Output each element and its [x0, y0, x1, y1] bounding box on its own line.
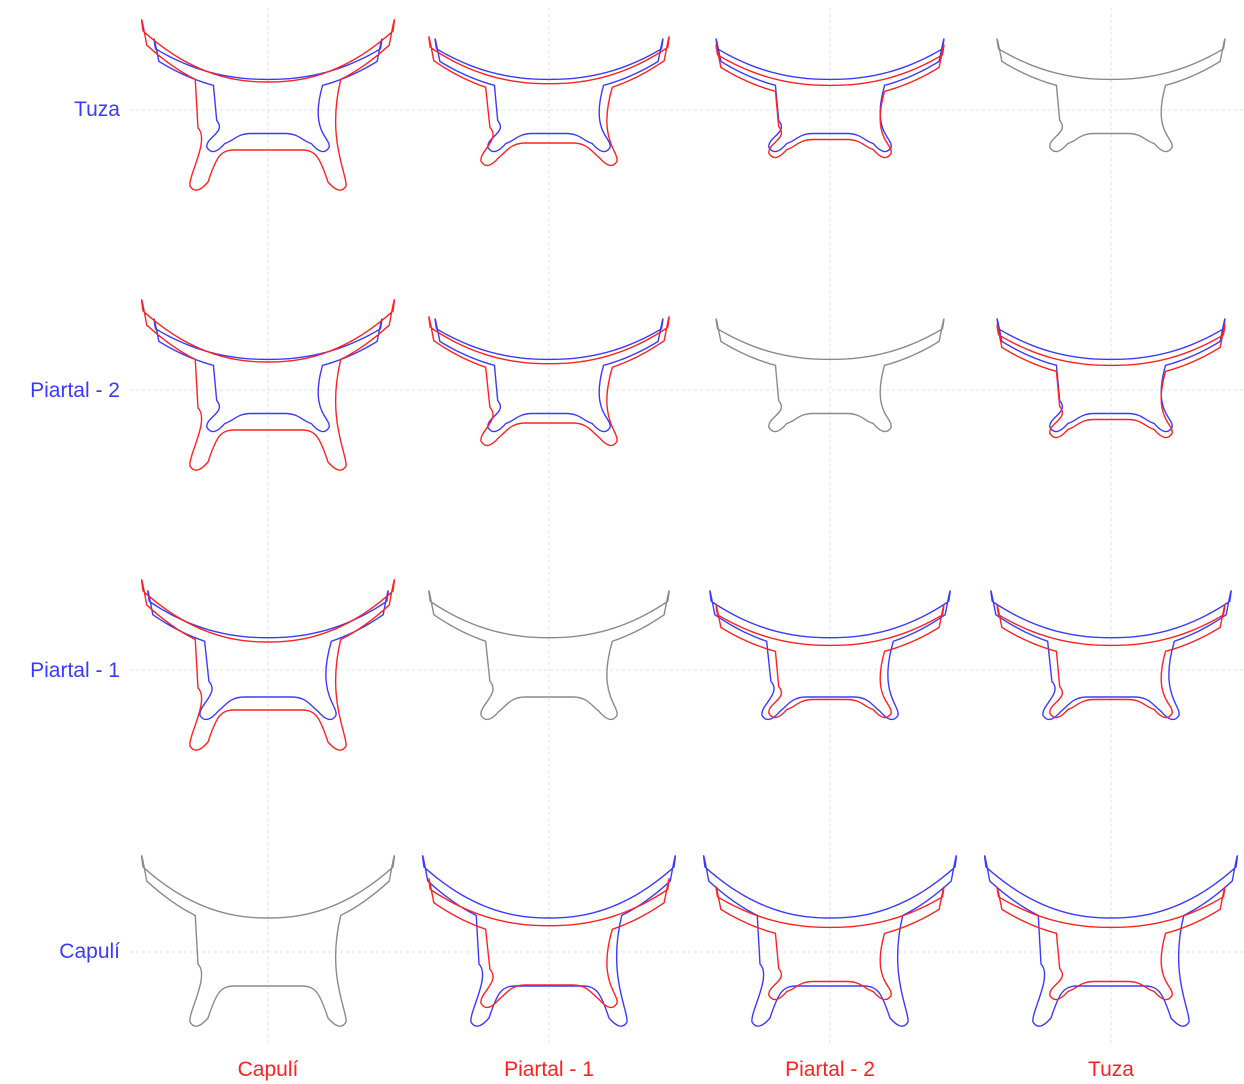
cell-3-2 — [702, 855, 958, 1027]
row-shape-outline — [153, 318, 383, 433]
col-shape-outline — [715, 604, 945, 719]
row-shape-outline — [147, 590, 389, 721]
col-shape-outline — [428, 878, 670, 1009]
row-shape-outline — [709, 590, 951, 721]
cell-3-1 — [421, 855, 677, 1027]
cell-0-3 — [996, 38, 1226, 153]
cell-1-2 — [715, 318, 945, 433]
row-label-tuza: Tuza — [74, 98, 120, 121]
row-shape-outline — [702, 855, 958, 1027]
col-shape-outline — [715, 44, 945, 159]
mean-shape-outline — [428, 590, 670, 721]
cell-2-1 — [428, 590, 670, 721]
row-shape-outline — [434, 318, 664, 433]
col-shape-outline — [428, 316, 670, 447]
cell-3-3 — [983, 855, 1239, 1027]
col-label-piartal-1: Piartal - 1 — [504, 1058, 594, 1081]
cell-3-0 — [140, 855, 396, 1027]
col-shape-outline — [428, 36, 670, 167]
mean-shape-outline — [996, 38, 1226, 153]
col-label-tuza: Tuza — [1088, 1058, 1134, 1081]
cell-0-1 — [428, 36, 670, 167]
col-shape-outline — [140, 19, 396, 191]
col-shape-outline — [996, 604, 1226, 719]
row-label-piartal-2: Piartal - 2 — [30, 379, 120, 402]
cell-0-0 — [140, 19, 396, 191]
cell-0-2 — [715, 38, 945, 159]
row-shape-outline — [153, 38, 383, 153]
cell-1-0 — [140, 299, 396, 471]
col-shape-outline — [996, 886, 1226, 1001]
col-shape-outline — [996, 324, 1226, 439]
row-shape-outline — [983, 855, 1239, 1027]
row-shape-outline — [990, 590, 1232, 721]
row-shape-outline — [421, 855, 677, 1027]
row-label-capuli: Capulí — [59, 940, 120, 963]
cell-1-3 — [996, 318, 1226, 439]
cell-2-2 — [709, 590, 951, 721]
col-shape-outline — [140, 299, 396, 471]
cell-1-1 — [428, 316, 670, 447]
col-shape-outline — [715, 886, 945, 1001]
col-label-capuli: Capulí — [237, 1058, 299, 1081]
mean-shape-outline — [715, 318, 945, 433]
col-shape-outline — [140, 579, 396, 751]
col-label-piartal-2: Piartal - 2 — [785, 1058, 875, 1081]
row-label-piartal-1: Piartal - 1 — [30, 659, 120, 682]
cell-2-3 — [990, 590, 1232, 721]
row-shape-outline — [715, 38, 945, 153]
row-shape-outline — [434, 38, 664, 153]
cell-2-0 — [140, 579, 396, 751]
row-shape-outline — [996, 318, 1226, 433]
mean-shape-outline — [140, 855, 396, 1027]
